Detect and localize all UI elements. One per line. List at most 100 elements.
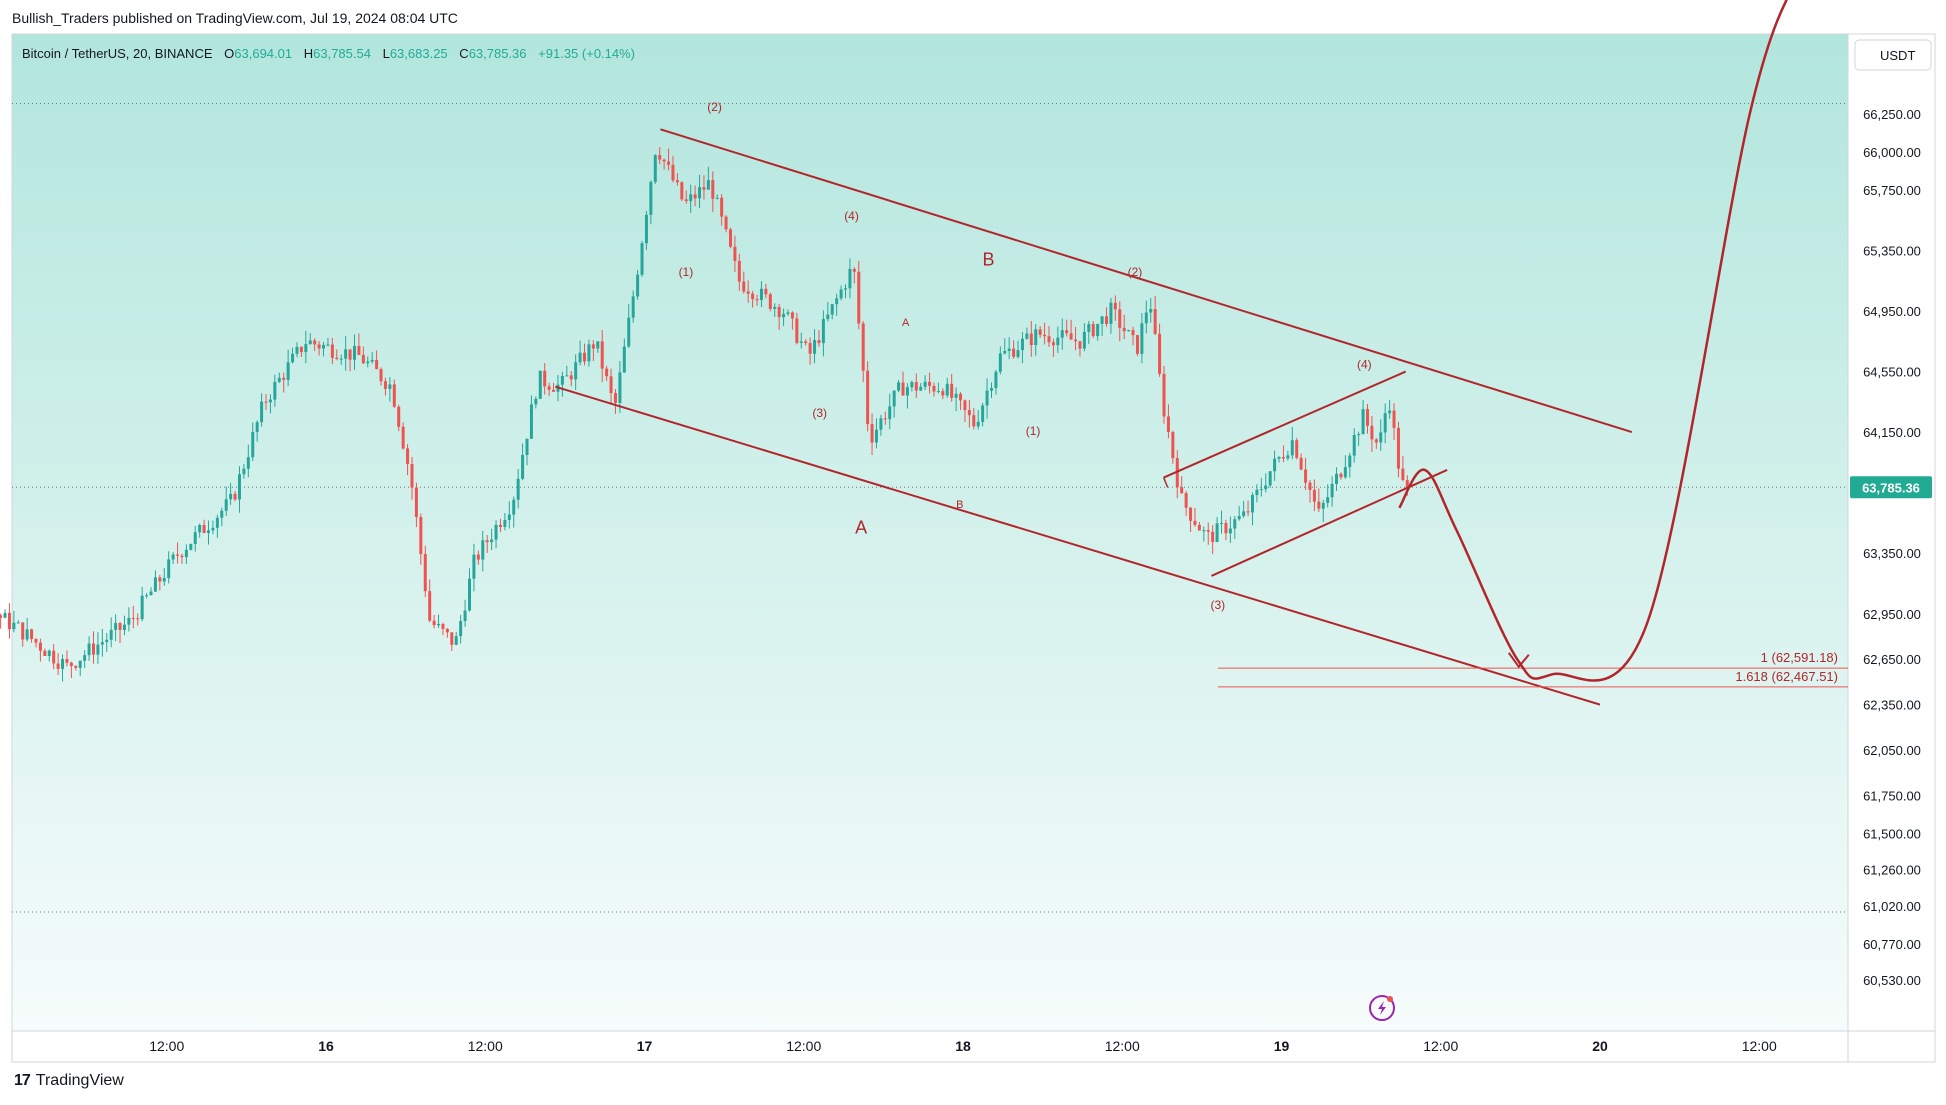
candle-up [12,622,16,630]
candle-up [830,304,834,315]
wave-labels: (2) (1) (4) (3) A B A B (1) (2) (3) (4) [679,100,1372,612]
tradingview-logo[interactable]: 17 TradingView [14,1072,124,1090]
candle-up [919,386,923,391]
candle-down [423,554,427,592]
candle-up [215,517,219,528]
candle-down [1069,333,1073,340]
candle-up [1361,409,1365,435]
candle-up [366,361,370,364]
candle-down [38,642,42,651]
candle-up [1127,330,1131,332]
candle-up [653,155,657,182]
candle-up [273,381,277,400]
candle-down [233,493,237,500]
legend-close-value: 63,785.36 [469,46,527,61]
candle-down [609,376,613,394]
candle-down [1304,469,1308,483]
candle-up [905,387,909,396]
candle-down [777,306,781,318]
candle-up [454,636,458,645]
candle-down [804,341,808,344]
candle-down [667,161,671,165]
candle-down [963,400,967,411]
candle-down [1012,348,1016,357]
candle-down [30,629,34,639]
candle-up [786,312,790,314]
candle-down [1078,341,1082,349]
candle-up [538,370,542,399]
candle-down [118,623,122,630]
candle-up [631,296,635,318]
candle-down [1197,524,1201,531]
candle-up [848,268,852,289]
candle-up [534,398,538,405]
candle-down [702,187,706,190]
candle-down [746,291,750,294]
candle-up [1109,302,1113,324]
y-tick-label: 61,020.00 [1863,899,1921,914]
candle-up [370,360,374,362]
y-tick-label: 62,950.00 [1863,607,1921,622]
candle-up [1025,333,1029,339]
currency-selector[interactable]: USDT [1854,39,1932,71]
wave-label: (2) [1128,265,1143,279]
x-tick-label: 12:00 [1742,1038,1777,1054]
candle-up [888,406,892,420]
candle-up [835,298,839,305]
candle-up [1268,471,1272,486]
candle-up [1383,413,1387,433]
candle-up [844,288,848,290]
candle-up [503,520,507,528]
candle-down [852,268,856,272]
candle-up [773,306,777,309]
y-tick-label: 64,150.00 [1863,425,1921,440]
candle-down [547,386,551,390]
candle-up [897,382,901,391]
candle-up [277,377,281,382]
y-tick-label: 62,050.00 [1863,743,1921,758]
candle-up [286,362,290,380]
candle-up [224,499,228,511]
lightning-icon[interactable] [1369,995,1395,1021]
candle-down [742,281,746,292]
candle-down [1396,427,1400,469]
candle-up [1144,312,1148,324]
candle-down [1206,530,1210,532]
candles [0,147,1409,682]
candle-up [706,180,710,190]
candle-up [1149,309,1153,313]
candle-down [569,375,573,380]
x-tick-label: 12:00 [1105,1038,1140,1054]
candle-down [658,155,662,160]
candle-down [928,381,932,386]
candle-down [866,370,870,425]
candle-up [1388,410,1392,414]
wave-label: (2) [707,100,722,114]
chart-pane[interactable] [12,34,1848,1031]
x-tick-label: 17 [637,1038,653,1054]
candle-up [923,381,927,387]
legend-low-label: L [383,46,390,61]
candle-down [901,382,905,396]
candle-up [437,623,441,626]
candle-up [627,317,631,347]
candle-up [260,401,264,423]
candle-up [1087,324,1091,332]
candle-up [145,595,149,597]
candle-up [618,372,622,403]
candle-down [1118,309,1122,328]
candle-down [357,345,361,355]
candle-up [1255,489,1259,496]
candle-down [932,385,936,392]
candle-up [326,344,330,346]
candle-up [481,540,485,560]
candle-up [698,187,702,199]
wave-label: (3) [1210,598,1225,612]
candle-down [392,384,396,407]
candle-down [1317,501,1321,509]
candle-up [47,650,51,656]
candle-up [1357,434,1361,436]
time-axis: 12:00 16 12:00 17 12:00 18 12:00 19 12:00 20 12:00 [149,1038,1777,1054]
candle-up [304,344,308,353]
